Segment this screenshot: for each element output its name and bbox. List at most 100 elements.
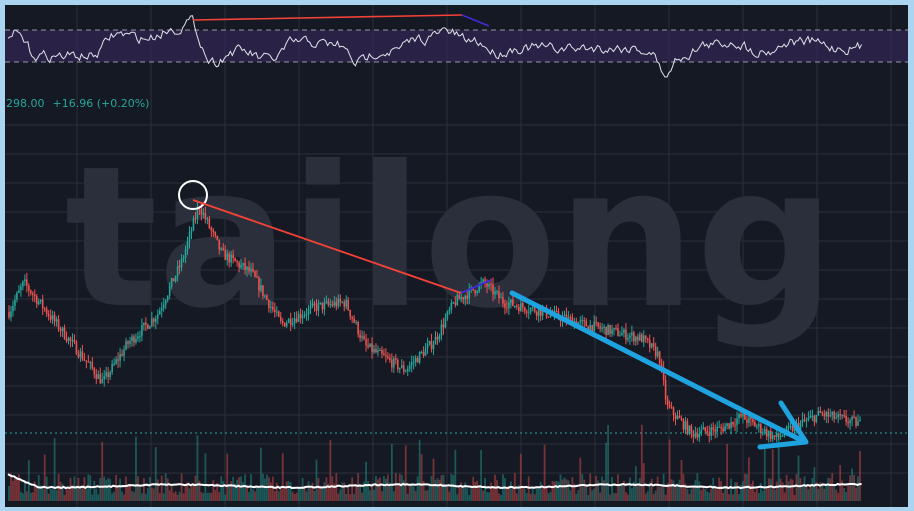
volume-bar <box>597 480 600 501</box>
candle-body <box>365 339 367 346</box>
candle-body <box>400 365 403 368</box>
volume-bar <box>805 484 808 501</box>
volume-bar <box>777 426 780 501</box>
candle-body <box>105 372 107 377</box>
candle-body <box>512 299 514 306</box>
volume-bar <box>694 480 697 501</box>
candle-body <box>341 301 344 303</box>
candle-body <box>518 306 520 312</box>
volume-bar <box>644 493 647 501</box>
volume-bar <box>627 494 629 501</box>
volume-bar <box>855 487 857 501</box>
candle-body <box>137 336 139 339</box>
candle-body <box>635 336 637 342</box>
volume-bar <box>573 483 576 501</box>
candle-body <box>111 363 113 373</box>
candle-body <box>262 285 264 297</box>
candle-body <box>335 301 338 307</box>
volume-bar <box>131 490 133 501</box>
volume-bar <box>593 488 596 501</box>
candle-body <box>617 328 619 336</box>
candle-body <box>347 299 350 310</box>
volume-bar <box>103 476 106 501</box>
volume-bar <box>388 482 391 501</box>
candle-body <box>849 420 851 424</box>
candle-body <box>345 299 348 307</box>
candle-body <box>264 295 266 297</box>
volume-bar <box>210 492 213 501</box>
candle-body <box>222 248 225 250</box>
candle-body <box>311 303 314 307</box>
volume-bar <box>379 477 381 501</box>
candle-body <box>660 363 663 368</box>
volume-bar <box>99 478 102 501</box>
volume-bar <box>85 489 88 501</box>
candle-body <box>720 426 722 429</box>
candle-body <box>706 430 709 433</box>
candle-body <box>446 311 449 319</box>
candle-body <box>563 314 566 317</box>
candle-body <box>539 309 542 316</box>
volume-bar <box>450 473 453 501</box>
volume-bar <box>254 491 256 501</box>
candle-body <box>8 311 10 318</box>
candle-body <box>642 335 645 343</box>
volume-bar <box>464 482 467 501</box>
candle-body <box>601 327 603 329</box>
volume-bar <box>640 424 643 501</box>
candle-body <box>315 305 318 311</box>
volume-bar <box>529 493 532 501</box>
candle-body <box>168 286 171 296</box>
candle-body <box>238 262 240 268</box>
volume-bar <box>750 484 752 501</box>
volume-bar <box>212 480 215 501</box>
volume-bar <box>73 476 76 501</box>
volume-bar <box>281 453 284 501</box>
candle-body <box>297 313 300 322</box>
volume-bar <box>59 481 62 501</box>
candle-body <box>476 291 478 294</box>
volume-bar <box>474 481 477 501</box>
volume-bar <box>843 488 846 501</box>
volume-bar <box>55 490 58 501</box>
volume-bar <box>283 488 286 501</box>
candle-body <box>385 355 387 357</box>
candle-body <box>726 423 728 427</box>
volume-bar <box>295 492 298 501</box>
candlestick-chart[interactable]: tailong <box>5 5 908 507</box>
volume-bar <box>359 483 362 501</box>
volume-bar <box>575 493 578 501</box>
candle-body <box>458 294 461 300</box>
volume-bar <box>601 476 604 501</box>
peak-circle <box>178 180 208 210</box>
candle-body <box>361 336 363 338</box>
volume-bar <box>825 484 828 501</box>
candle-body <box>303 314 306 317</box>
volume-bar <box>23 482 26 501</box>
volume-bar <box>14 477 16 501</box>
candle-body <box>438 335 441 340</box>
volume-bar <box>775 481 778 501</box>
volume-bar <box>702 486 705 501</box>
volume-bar <box>454 449 457 501</box>
volume-bar <box>148 477 151 501</box>
candle-body <box>734 424 736 426</box>
candle-body <box>228 253 230 263</box>
candle-body <box>31 293 34 295</box>
volume-bar <box>246 485 248 501</box>
candle-body <box>851 416 853 421</box>
volume-bar <box>732 494 734 501</box>
candle-body <box>640 334 643 343</box>
candle-body <box>514 305 516 307</box>
candle-body <box>644 335 647 339</box>
volume-bar <box>204 453 207 501</box>
volume-bar <box>35 487 38 501</box>
volume-bar <box>819 482 822 501</box>
volume-bar <box>623 480 625 501</box>
candle-body <box>831 411 834 415</box>
volume-bar <box>25 491 28 501</box>
volume-bar <box>117 486 119 501</box>
volume-bar <box>559 474 562 501</box>
volume-bar <box>442 474 445 501</box>
candle-body <box>754 421 756 427</box>
